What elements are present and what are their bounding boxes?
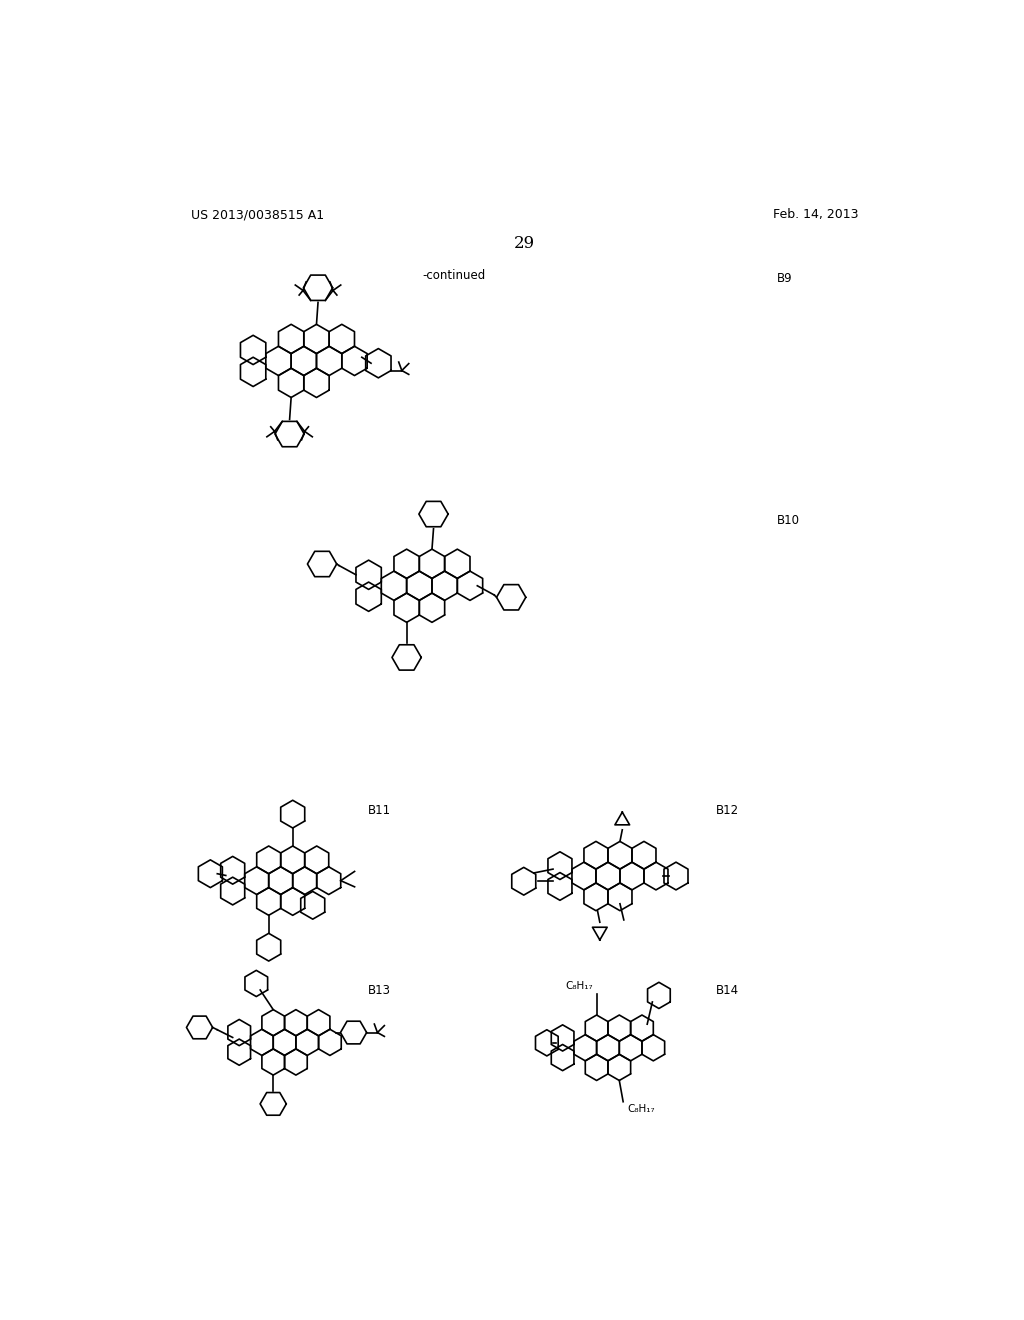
Text: C₈H₁₇: C₈H₁₇ bbox=[627, 1104, 654, 1114]
Text: Feb. 14, 2013: Feb. 14, 2013 bbox=[773, 209, 859, 222]
Text: B12: B12 bbox=[716, 804, 739, 817]
Text: B9: B9 bbox=[777, 272, 793, 285]
Text: 29: 29 bbox=[514, 235, 536, 252]
Text: B10: B10 bbox=[777, 515, 801, 527]
Text: US 2013/0038515 A1: US 2013/0038515 A1 bbox=[190, 209, 324, 222]
Text: B11: B11 bbox=[368, 804, 391, 817]
Text: C₈H₁₇: C₈H₁₇ bbox=[565, 982, 593, 991]
Text: B13: B13 bbox=[368, 983, 391, 997]
Text: -continued: -continued bbox=[422, 268, 485, 281]
Text: B14: B14 bbox=[716, 983, 739, 997]
